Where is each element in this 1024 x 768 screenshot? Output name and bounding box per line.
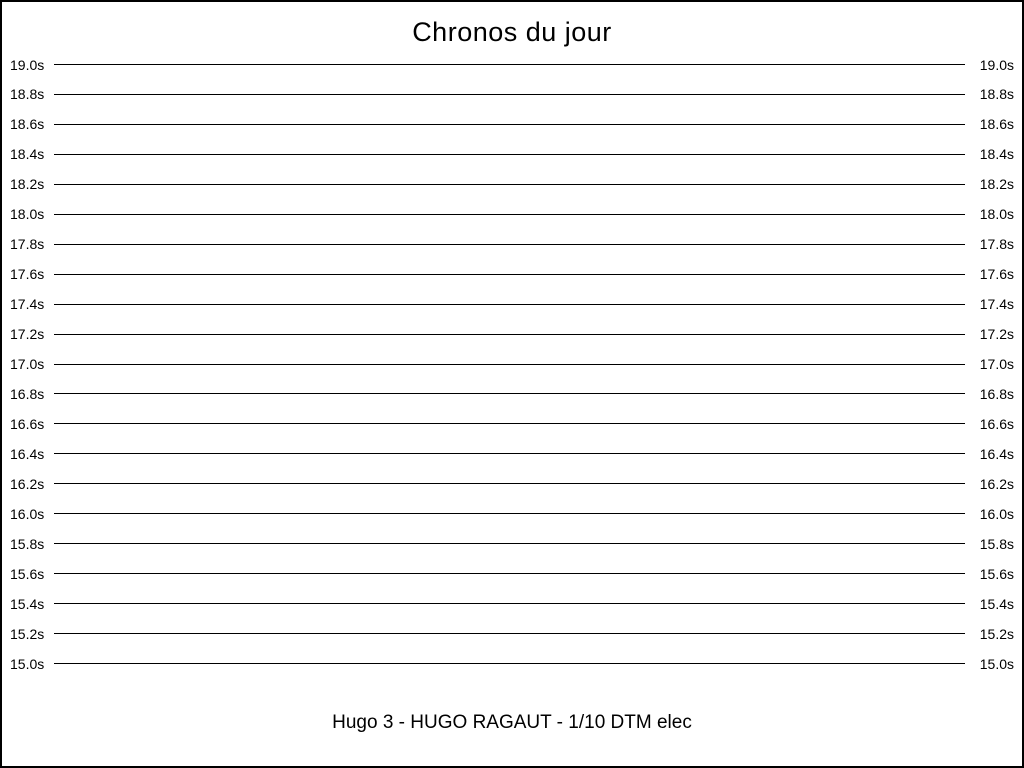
grid-row: 19.0s 19.0s: [2, 55, 1022, 75]
grid-row: 18.2s 18.2s: [2, 174, 1022, 194]
grid-row: 18.8s 18.8s: [2, 84, 1022, 104]
y-tick-label-left: 16.8s: [10, 385, 45, 402]
grid-row: 17.4s 17.4s: [2, 294, 1022, 314]
grid-row: 16.4s 16.4s: [2, 444, 1022, 464]
y-tick-label-left: 16.0s: [10, 505, 45, 522]
gridline: [54, 243, 965, 245]
y-tick-label-left: 17.4s: [10, 296, 45, 313]
y-tick-label-left: 16.6s: [10, 415, 45, 432]
grid-row: 16.0s 16.0s: [2, 504, 1022, 524]
grid-row: 15.4s 15.4s: [2, 594, 1022, 614]
y-tick-label-right: 16.8s: [979, 385, 1014, 402]
y-tick-label-right: 16.2s: [979, 475, 1014, 492]
gridline: [54, 273, 965, 275]
y-tick-label-left: 17.2s: [10, 326, 45, 343]
gridline: [54, 393, 965, 395]
y-tick-label-left: 18.8s: [10, 86, 45, 103]
y-tick-label-left: 19.0s: [10, 56, 45, 73]
gridline: [54, 453, 965, 455]
grid-row: 17.6s 17.6s: [2, 264, 1022, 284]
y-tick-label-left: 18.2s: [10, 176, 45, 193]
grid-row: 15.6s 15.6s: [2, 564, 1022, 584]
y-tick-label-right: 17.6s: [979, 266, 1014, 283]
gridline: [54, 423, 965, 425]
grid-row: 16.8s 16.8s: [2, 384, 1022, 404]
y-tick-label-right: 18.4s: [979, 146, 1014, 163]
gridline: [54, 513, 965, 515]
gridline: [54, 93, 965, 95]
grid-row: 17.0s 17.0s: [2, 354, 1022, 374]
y-tick-label-right: 16.6s: [979, 415, 1014, 432]
gridline: [54, 363, 965, 365]
y-tick-label-right: 16.0s: [979, 505, 1014, 522]
grid-row: 18.6s 18.6s: [2, 114, 1022, 134]
y-tick-label-right: 18.0s: [979, 206, 1014, 223]
gridline: [54, 333, 965, 335]
gridline: [54, 183, 965, 185]
y-tick-label-right: 18.6s: [979, 116, 1014, 133]
gridline: [54, 64, 965, 65]
y-tick-label-right: 15.4s: [979, 595, 1014, 612]
y-tick-label-right: 17.8s: [979, 236, 1014, 253]
y-tick-label-left: 15.6s: [10, 565, 45, 582]
gridline: [54, 303, 965, 305]
gridline: [54, 123, 965, 125]
grid-row: 16.2s 16.2s: [2, 474, 1022, 494]
gridline: [54, 483, 965, 485]
gridline: [54, 663, 965, 664]
grid-row: 16.6s 16.6s: [2, 414, 1022, 434]
y-tick-label-left: 15.0s: [10, 655, 45, 672]
gridline: [54, 543, 965, 545]
grid-row: 18.0s 18.0s: [2, 204, 1022, 224]
grid-row: 15.2s 15.2s: [2, 624, 1022, 644]
y-tick-label-left: 17.0s: [10, 356, 45, 372]
grid-row: 15.8s 15.8s: [2, 534, 1022, 554]
grid-row: 17.2s 17.2s: [2, 324, 1022, 344]
grid-row: 17.8s 17.8s: [2, 234, 1022, 254]
y-tick-label-right: 17.2s: [979, 326, 1014, 343]
y-tick-label-left: 18.6s: [10, 116, 45, 133]
y-tick-label-right: 19.0s: [979, 56, 1014, 73]
grid-row: 18.4s 18.4s: [2, 144, 1022, 164]
y-tick-label-right: 18.2s: [979, 176, 1014, 193]
gridline: [54, 213, 965, 215]
y-tick-label-left: 17.8s: [10, 236, 45, 253]
gridline: [54, 603, 965, 605]
y-tick-label-left: 18.0s: [10, 206, 45, 223]
y-tick-label-right: 17.4s: [979, 296, 1014, 313]
y-tick-label-left: 16.4s: [10, 445, 45, 462]
chart-title: Chronos du jour: [412, 17, 612, 47]
y-tick-label-left: 18.4s: [10, 146, 45, 163]
y-tick-label-right: 15.2s: [979, 625, 1014, 642]
y-tick-label-left: 17.6s: [10, 266, 45, 283]
y-tick-label-left: 15.4s: [10, 595, 45, 612]
y-tick-label-left: 16.2s: [10, 475, 45, 492]
gridline: [54, 153, 965, 155]
chart-footer: Hugo 3 - HUGO RAGAUT - 1/10 DTM elec: [332, 712, 692, 733]
y-tick-label-right: 15.0s: [979, 655, 1014, 672]
gridline: [54, 573, 965, 575]
grid-row: 15.0s 15.0s: [2, 654, 1022, 674]
y-tick-label-left: 15.8s: [10, 535, 45, 552]
y-tick-label-right: 16.4s: [979, 445, 1014, 462]
y-tick-label-right: 15.8s: [979, 535, 1014, 552]
y-tick-label-right: 18.8s: [979, 86, 1014, 103]
y-tick-label-left: 15.2s: [10, 625, 45, 642]
y-tick-label-right: 17.0s: [979, 356, 1014, 372]
y-tick-label-right: 15.6s: [979, 565, 1014, 582]
gridline: [54, 633, 965, 635]
